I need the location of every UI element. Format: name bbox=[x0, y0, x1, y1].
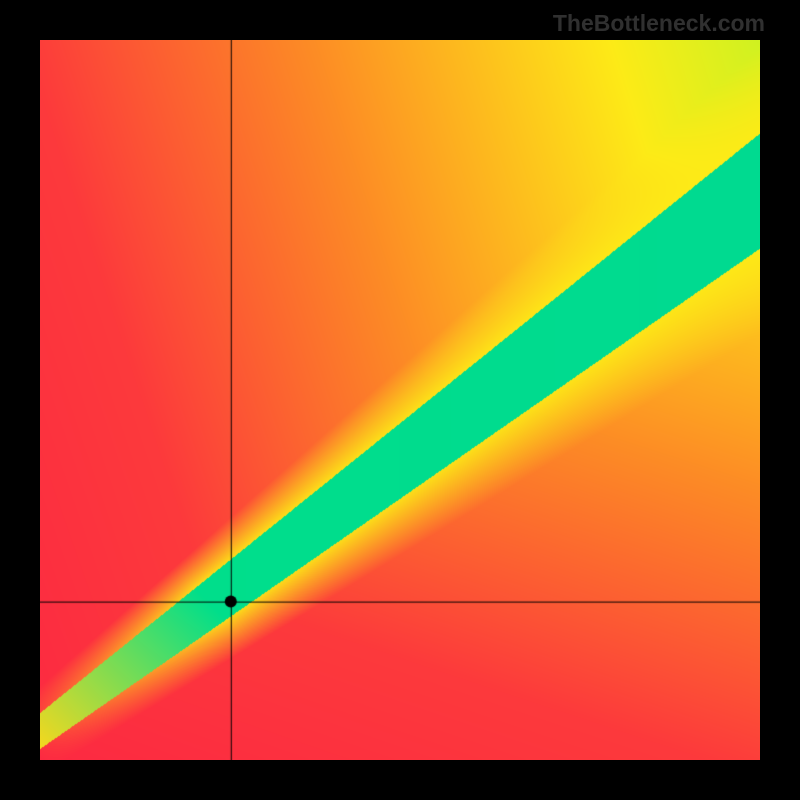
heatmap-plot bbox=[40, 40, 760, 760]
heatmap-canvas bbox=[40, 40, 760, 760]
watermark-text: TheBottleneck.com bbox=[553, 10, 765, 37]
